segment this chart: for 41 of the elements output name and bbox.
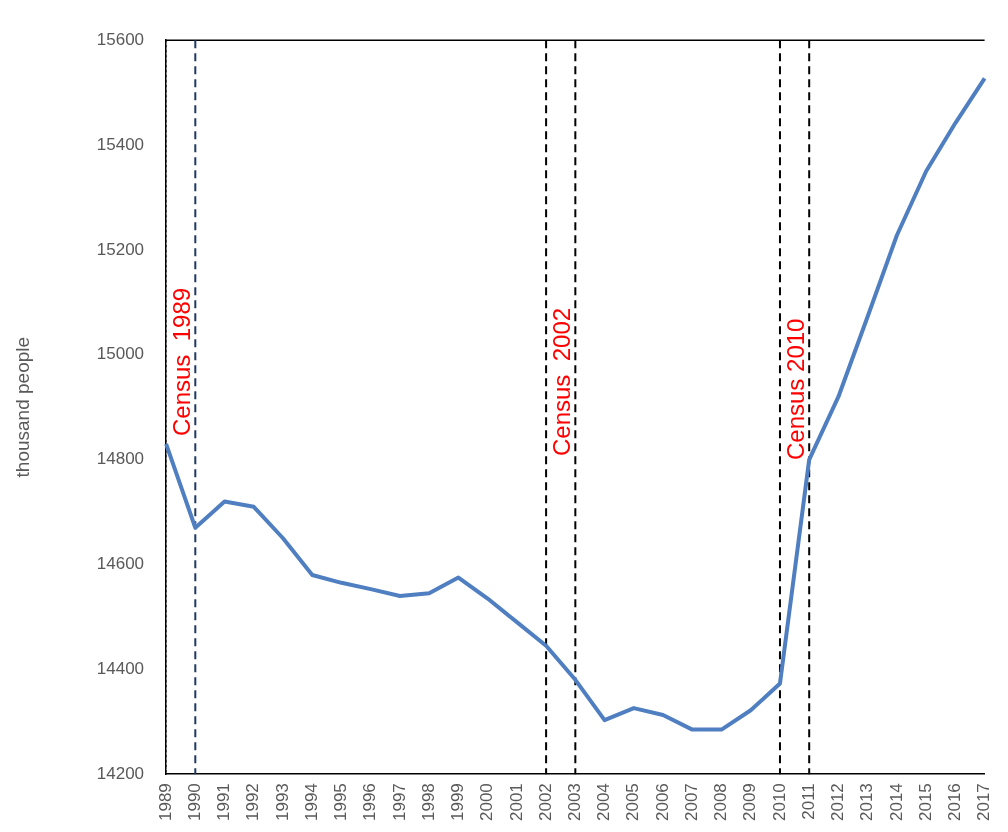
- x-tick-label: 2008: [711, 783, 731, 822]
- x-tick-label: 1993: [272, 783, 292, 822]
- ref-line-label: Census 1989: [168, 287, 196, 436]
- x-tick-label: 1997: [389, 783, 409, 822]
- y-tick-label: 15400: [96, 134, 145, 154]
- x-tick-label: 1989: [155, 783, 175, 822]
- y-axis-title: thousand people: [11, 336, 33, 478]
- y-tick-label: 14400: [96, 659, 145, 679]
- x-tick-label: 2016: [945, 783, 965, 822]
- y-tick-label: 15000: [96, 344, 145, 364]
- x-tick-label: 2010: [769, 783, 789, 822]
- x-tick-label: 2012: [828, 783, 848, 822]
- y-tick-label: 15600: [96, 29, 145, 49]
- ref-line-label: Census 2010: [781, 318, 809, 460]
- x-tick-label: 2009: [740, 783, 760, 822]
- x-tick-label: 1994: [301, 783, 321, 822]
- x-tick-label: 2006: [652, 783, 672, 822]
- x-tick-label: 2003: [565, 783, 585, 822]
- x-tick-label: 2007: [681, 783, 701, 822]
- x-tick-label: 2014: [886, 783, 906, 822]
- y-tick-label: 15200: [96, 239, 145, 259]
- x-tick-label: 2002: [535, 783, 555, 822]
- x-tick-label: 2017: [974, 783, 994, 822]
- x-tick-label: 2013: [857, 783, 877, 822]
- y-tick-label: 14800: [96, 449, 145, 469]
- x-tick-label: 2011: [798, 783, 818, 820]
- x-tick-label: 1999: [448, 783, 468, 822]
- x-tick-label: 2015: [915, 783, 935, 822]
- x-tick-label: 1996: [360, 783, 380, 822]
- x-tick-label: 2004: [594, 783, 614, 822]
- x-tick-label: 2000: [477, 783, 497, 822]
- x-tick-label: 1995: [331, 783, 351, 822]
- x-tick-label: 1998: [418, 783, 438, 822]
- x-tick-label: 2001: [506, 783, 526, 822]
- y-tick-label: 14200: [96, 763, 145, 783]
- x-tick-label: 2005: [623, 783, 643, 822]
- y-tick-label: 14600: [96, 554, 145, 574]
- ref-line-label: Census 2002: [548, 307, 576, 456]
- x-tick-label: 1990: [184, 783, 204, 822]
- x-tick-label: 1992: [243, 783, 263, 822]
- x-tick-label: 1991: [214, 783, 234, 822]
